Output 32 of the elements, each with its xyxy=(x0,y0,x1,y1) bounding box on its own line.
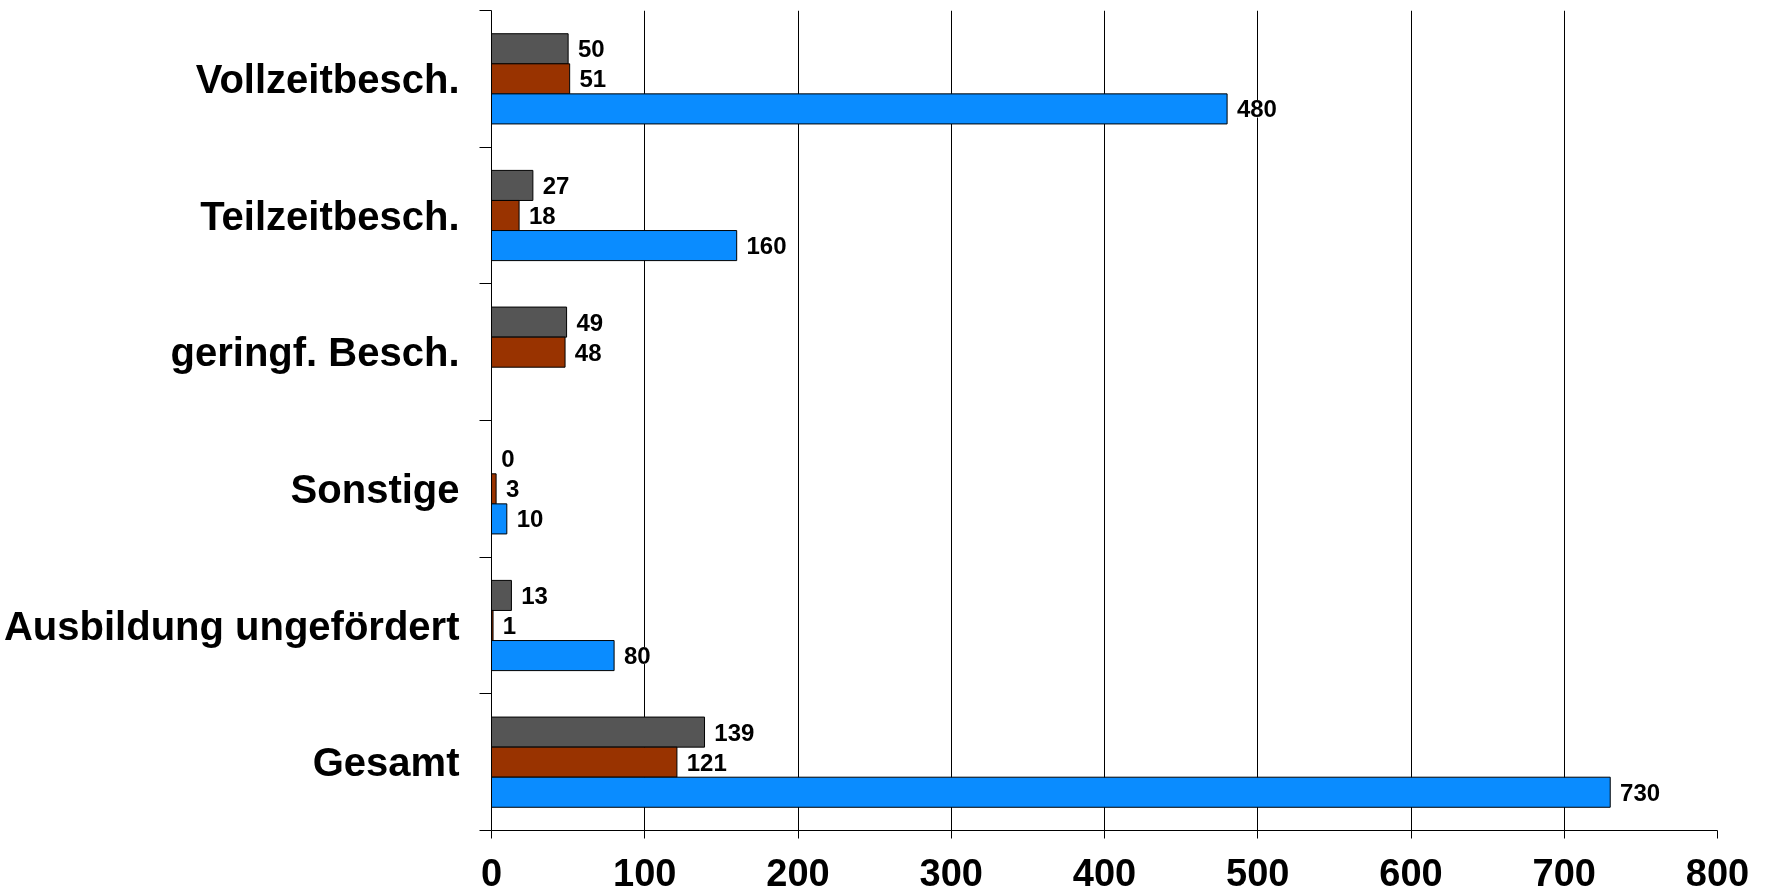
data-label: 80 xyxy=(623,642,651,670)
data-label: 18 xyxy=(528,202,556,229)
data-label: 160 xyxy=(746,232,787,260)
x-tick-label: 400 xyxy=(1072,851,1137,888)
y-tick-label: Gesamt xyxy=(312,740,460,785)
x-tick-label: 700 xyxy=(1532,851,1596,888)
data-label: 51 xyxy=(579,65,607,93)
data-label: 13 xyxy=(521,581,548,609)
y-tick-label: Sonstige xyxy=(290,466,460,511)
y-tick-label: Teilzeitbesch. xyxy=(200,193,460,238)
x-tick-label: 600 xyxy=(1379,851,1443,888)
data-label: 27 xyxy=(542,171,570,199)
y-tick-label: geringf. Besch. xyxy=(170,330,460,375)
data-label: 49 xyxy=(576,308,604,336)
data-label: 10 xyxy=(516,505,544,533)
data-label: 3 xyxy=(505,475,520,503)
x-tick-label: 500 xyxy=(1226,851,1290,888)
data-label: 0 xyxy=(501,445,515,473)
x-tick-label: 300 xyxy=(919,851,983,888)
data-label: 1 xyxy=(502,612,517,639)
data-label: 48 xyxy=(574,338,602,366)
y-tick-label: Ausbildung ungefördert xyxy=(3,603,460,648)
data-label: 50 xyxy=(577,35,605,63)
data-label: 730 xyxy=(1620,778,1661,806)
x-tick-label: 800 xyxy=(1685,851,1750,888)
x-tick-label: 200 xyxy=(766,851,830,888)
x-tick-label: 0 xyxy=(480,851,503,888)
y-tick-label: Vollzeitbesch. xyxy=(195,56,460,101)
data-label: 139 xyxy=(714,718,755,746)
data-label: 480 xyxy=(1236,95,1277,123)
x-tick-label: 100 xyxy=(613,851,677,888)
data-label: 121 xyxy=(686,748,727,776)
